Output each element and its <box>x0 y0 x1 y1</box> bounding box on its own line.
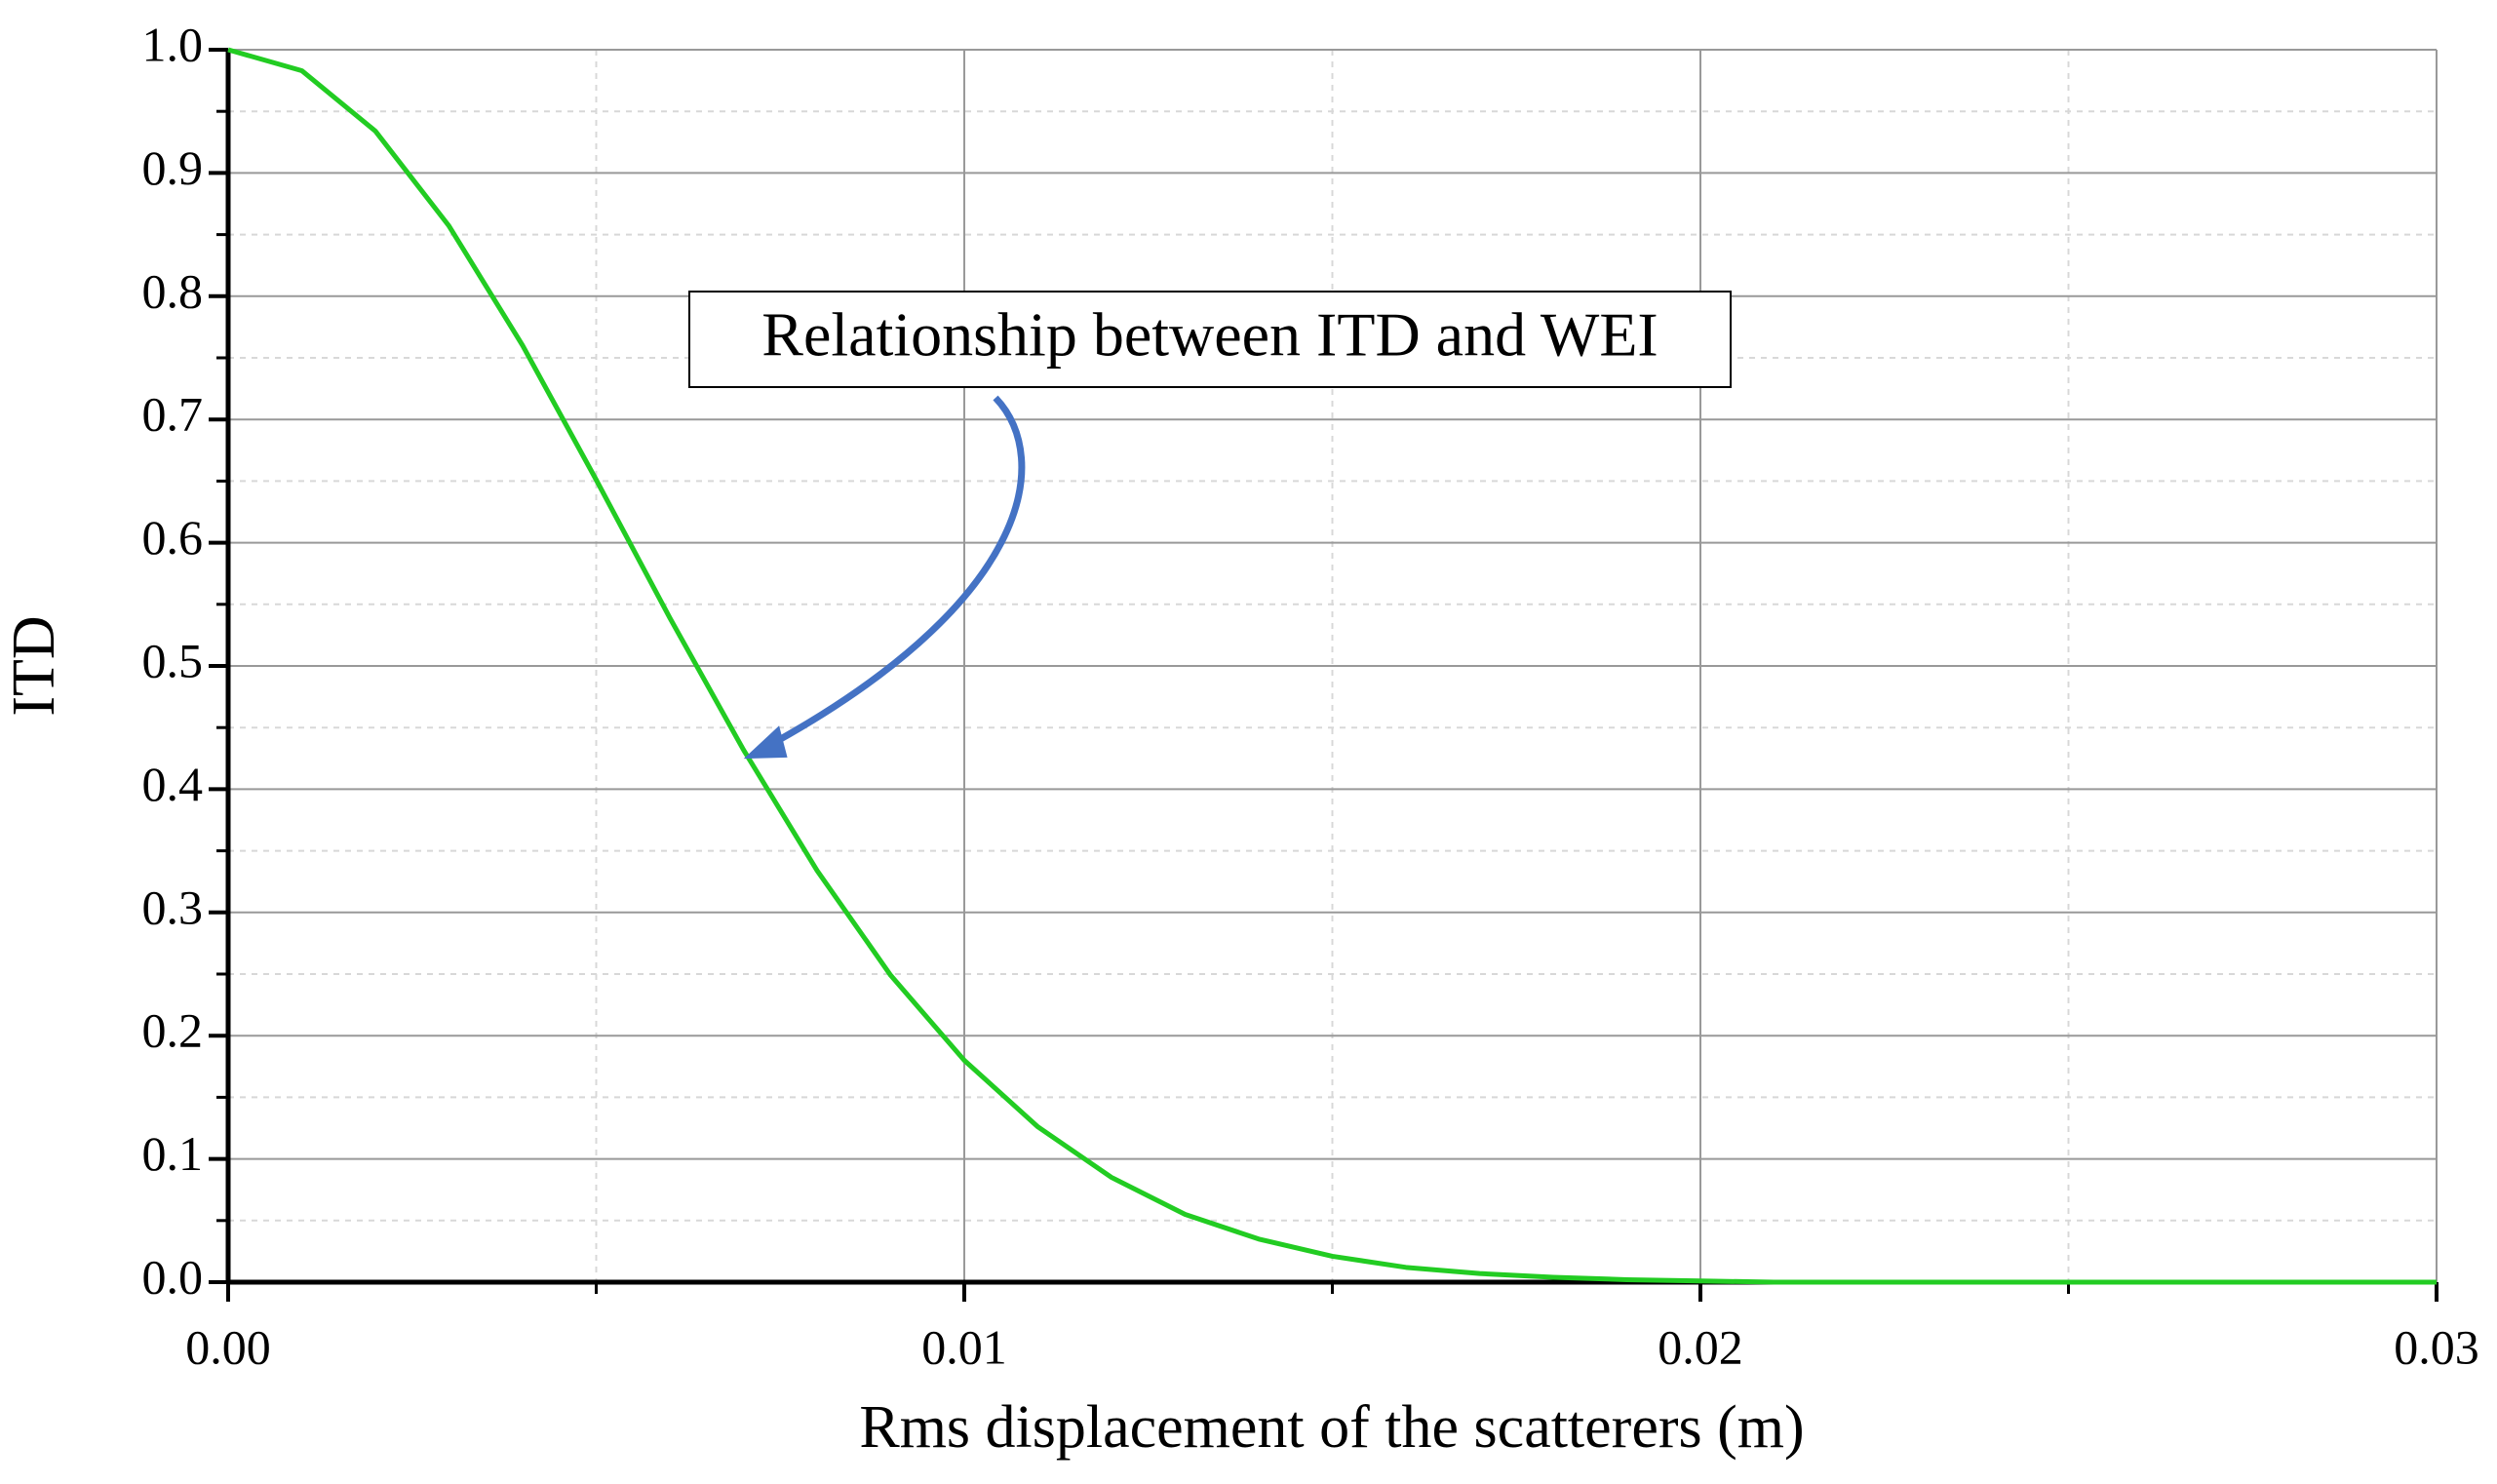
x-tick-label: 0.03 <box>2394 1319 2479 1374</box>
y-tick-label: 1.0 <box>142 17 204 71</box>
annotation-arrow <box>754 395 1026 757</box>
y-tick-label: 0.2 <box>142 1003 204 1058</box>
arrow-head <box>743 725 788 760</box>
y-axis-title: ITD <box>1 615 67 716</box>
x-tick-label: 0.00 <box>185 1319 271 1374</box>
y-tick-label: 0.8 <box>142 263 204 318</box>
x-tick-label: 0.02 <box>1658 1319 1743 1374</box>
annotation-box <box>688 291 1732 388</box>
y-tick-label: 0.0 <box>142 1249 204 1304</box>
x-tick-label: 0.01 <box>921 1319 1007 1374</box>
annotation: Relationship between ITD and WEI <box>761 300 1658 370</box>
y-tick-label: 0.3 <box>142 879 204 934</box>
y-tick-label: 0.4 <box>142 757 204 811</box>
y-tick-label: 0.7 <box>142 387 204 442</box>
y-tick-label: 0.1 <box>142 1126 204 1181</box>
y-tick-label: 0.9 <box>142 140 204 195</box>
y-tick-label: 0.6 <box>142 510 204 565</box>
y-tick-label: 0.5 <box>142 633 204 687</box>
x-axis-title: Rms displacement of the scatterers (m) <box>859 1394 1804 1461</box>
data-line <box>227 47 2437 1285</box>
